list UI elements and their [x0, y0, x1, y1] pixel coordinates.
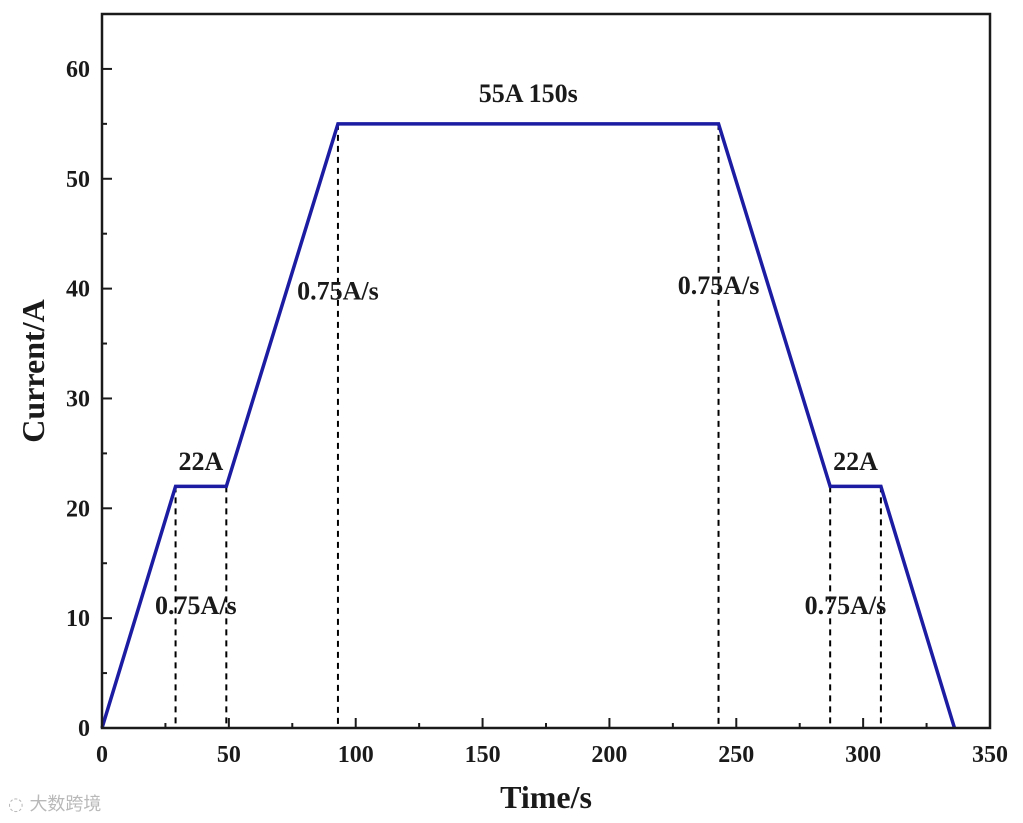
- annotation-label: 22A: [833, 447, 878, 476]
- watermark: ◌ 大数跨境: [8, 790, 101, 816]
- y-tick-label: 10: [66, 606, 90, 632]
- series-line: [100, 122, 957, 729]
- y-tick-label: 0: [78, 716, 90, 742]
- x-tick-label: 250: [718, 742, 754, 768]
- x-tick-label: 0: [96, 742, 108, 768]
- x-tick-label: 350: [972, 742, 1008, 768]
- annotation-label: 22A: [179, 447, 224, 476]
- annotation-label: 55A 150s: [479, 79, 578, 108]
- x-tick-label: 50: [217, 742, 241, 768]
- x-axis-title: Time/s: [500, 779, 592, 815]
- annotation-label: 0.75A/s: [297, 277, 379, 306]
- annotation-label: 0.75A/s: [805, 591, 887, 620]
- annotation-label: 0.75A/s: [155, 591, 237, 620]
- watermark-text: 大数跨境: [29, 794, 102, 815]
- x-tick-label: 200: [591, 742, 627, 768]
- y-tick-label: 20: [66, 496, 90, 522]
- watermark-logo-icon: ◌: [8, 794, 30, 815]
- dashed-guides: [174, 123, 882, 728]
- x-tick-label: 300: [845, 742, 881, 768]
- y-tick-label: 40: [66, 277, 90, 303]
- x-tick-label: 150: [465, 742, 501, 768]
- annotation-label: 0.75A/s: [678, 271, 760, 300]
- y-tick-label: 30: [66, 386, 90, 412]
- y-tick-label: 60: [66, 57, 90, 83]
- x-tick-label: 100: [338, 742, 374, 768]
- plot-frame: [100, 12, 992, 730]
- y-axis-title: Current/A: [15, 299, 51, 442]
- axis-ticks: 0 50 100 150 200 250 300 350 0 10 20 30 40 50 60: [66, 57, 1008, 768]
- y-tick-label: 50: [66, 167, 90, 193]
- annotations: 55A 150s 0.75A/s 0.75A/s 22A 22A 0.75A/s 0.75A…: [155, 79, 886, 620]
